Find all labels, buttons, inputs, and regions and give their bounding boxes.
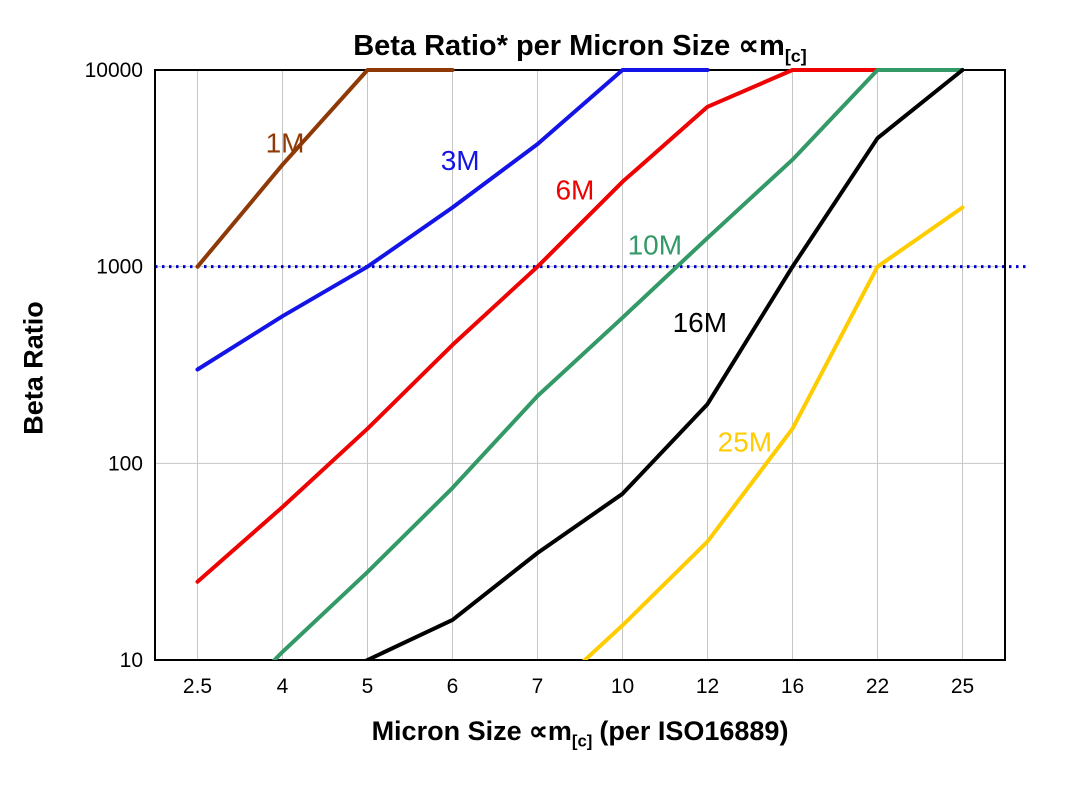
series-line-3M [195, 68, 710, 372]
x-axis-label-prefix: Micron Size [371, 716, 522, 746]
x-axis-label: Micron Size ∝m[c] (per ISO16889) [155, 716, 1005, 751]
series-label-10M: 10M [628, 230, 682, 261]
x-axis-label-subscript: [c] [571, 731, 593, 751]
series-label-6M: 6M [555, 174, 594, 205]
series-line-6M [195, 68, 880, 584]
x-tick-label-6: 6 [447, 675, 459, 698]
plot-border [154, 69, 1006, 661]
chart-title-subscript: [c] [784, 45, 807, 66]
x-axis-label-suffix: (per ISO16889) [599, 716, 789, 746]
chart-title-symbol: ∝m [738, 30, 785, 62]
x-tick-label-25: 25 [951, 675, 974, 698]
y-tick-label-100: 100 [108, 452, 143, 475]
y-tick-label-1000: 1000 [96, 256, 143, 279]
series-line-1M [195, 68, 455, 269]
x-tick-label-4: 4 [277, 675, 289, 698]
x-tick-label-22: 22 [866, 675, 889, 698]
x-tick-label-16: 16 [781, 675, 804, 698]
x-tick-label-2.5: 2.5 [183, 675, 212, 698]
series-label-25M: 25M [718, 426, 772, 457]
series-line-16M [363, 68, 965, 660]
series-line-10M [271, 68, 965, 660]
x-tick-label-5: 5 [362, 675, 374, 698]
y-tick-label-10: 10 [120, 649, 143, 672]
x-tick-label-12: 12 [696, 675, 719, 698]
x-tick-label-10: 10 [611, 675, 634, 698]
chart-title-text: Beta Ratio* per Micron Size [353, 30, 731, 62]
x-axis-label-symbol: ∝m [528, 716, 572, 746]
x-tick-label-7: 7 [532, 675, 544, 698]
series-line-25M [581, 205, 965, 660]
series-label-3M: 3M [441, 145, 480, 176]
chart-title: Beta Ratio* per Micron Size ∝m[c] [155, 28, 1005, 67]
series-label-1M: 1M [266, 128, 305, 159]
series-label-16M: 16M [673, 307, 727, 338]
y-tick-label-10000: 10000 [85, 59, 143, 82]
